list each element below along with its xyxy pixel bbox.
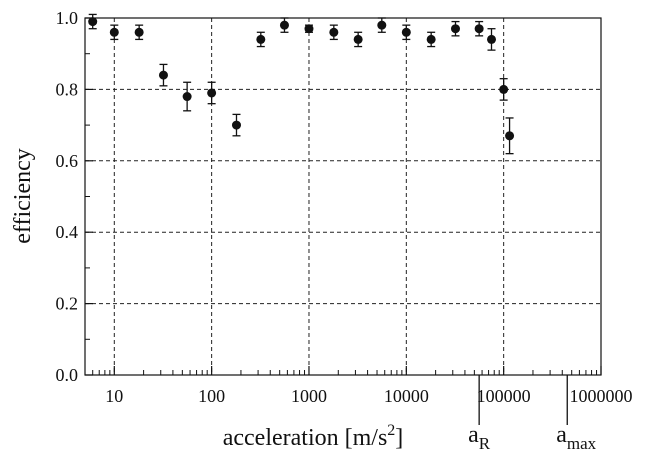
axis-ticks bbox=[84, 17, 602, 376]
x-tick-label: 100 bbox=[198, 386, 225, 406]
data-points bbox=[88, 17, 515, 141]
y-tick-label: 0.2 bbox=[56, 294, 79, 314]
data-point bbox=[377, 20, 387, 30]
data-point bbox=[88, 17, 98, 27]
x-tick-labels: 10 100 1000 10000 100000 1000000 bbox=[105, 386, 632, 406]
x-tick-label: 1000 bbox=[291, 386, 327, 406]
y-tick-label: 0.8 bbox=[56, 79, 79, 99]
threshold-marker-label: aR bbox=[468, 422, 491, 453]
y-axis-title: efficiency bbox=[10, 148, 36, 244]
x-axis-title: acceleration [m/s2] bbox=[223, 422, 404, 451]
data-point bbox=[474, 24, 484, 34]
data-point bbox=[134, 27, 144, 37]
data-point bbox=[158, 70, 168, 80]
y-tick-label: 0.6 bbox=[56, 151, 79, 171]
data-point bbox=[426, 34, 436, 44]
threshold-markers: aR amax bbox=[468, 375, 597, 453]
x-axis-title-exponent: 2 bbox=[387, 422, 395, 439]
data-point bbox=[499, 84, 509, 94]
x-tick-label: 1000000 bbox=[570, 386, 633, 406]
y-tick-labels: 0.0 0.2 0.4 0.6 0.8 1.0 bbox=[56, 8, 79, 385]
y-tick-label: 0.4 bbox=[56, 222, 79, 242]
x-tick-label: 10000 bbox=[384, 386, 429, 406]
threshold-marker-label: amax bbox=[556, 422, 596, 453]
data-point bbox=[505, 131, 515, 141]
y-tick-label: 0.0 bbox=[56, 365, 79, 385]
data-point bbox=[256, 34, 266, 44]
grid-lines bbox=[85, 17, 601, 375]
data-point bbox=[279, 20, 289, 30]
data-point bbox=[182, 92, 192, 102]
data-point bbox=[486, 34, 496, 44]
x-axis-title-close: ] bbox=[395, 425, 403, 451]
data-point bbox=[353, 34, 363, 44]
data-point bbox=[450, 24, 460, 34]
data-point bbox=[329, 27, 339, 37]
error-bars bbox=[88, 13, 514, 155]
x-tick-label: 10 bbox=[105, 386, 123, 406]
y-tick-label: 1.0 bbox=[56, 8, 79, 28]
data-point bbox=[109, 27, 119, 37]
data-point bbox=[207, 88, 217, 98]
data-point bbox=[401, 27, 411, 37]
data-point bbox=[231, 120, 241, 130]
x-tick-label: 100000 bbox=[477, 386, 531, 406]
data-point bbox=[304, 24, 314, 34]
